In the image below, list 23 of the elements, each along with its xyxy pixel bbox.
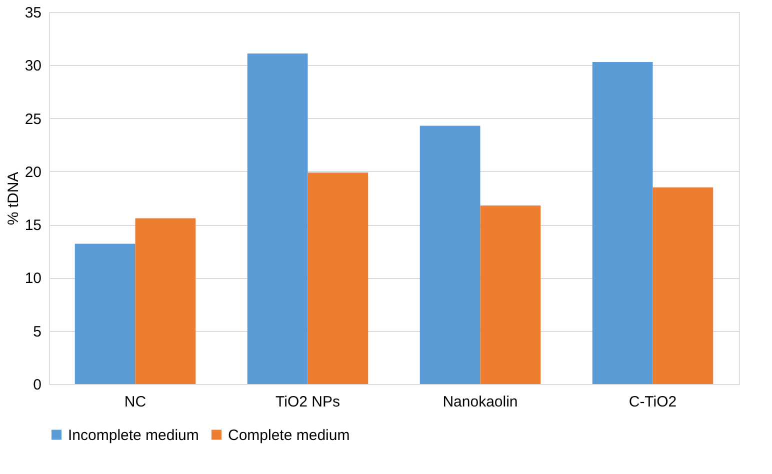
- x-tick-label: TiO2 NPs: [276, 394, 340, 410]
- y-tick-label: 5: [33, 323, 42, 340]
- y-tick-label: 0: [33, 376, 42, 394]
- bar: [480, 205, 541, 384]
- bar: [652, 187, 714, 384]
- legend-label: Complete medium: [228, 426, 350, 444]
- bar: [592, 62, 653, 384]
- y-tick-label: 25: [24, 110, 42, 128]
- y-tick-label: 10: [24, 270, 42, 288]
- bar: [308, 172, 368, 384]
- bar: [74, 244, 136, 384]
- y-tick-label: 35: [24, 4, 42, 22]
- x-tick-label: NC: [124, 394, 146, 410]
- x-tick-label: C-TiO2: [628, 394, 677, 410]
- bar: [420, 126, 480, 384]
- bar: [247, 53, 308, 384]
- y-tick-label: 15: [24, 217, 42, 234]
- y-axis-title: % tDNA: [4, 172, 22, 226]
- x-tick-label: Nanokaolin: [442, 394, 518, 410]
- y-tick-label: 30: [24, 58, 42, 75]
- legend-label: Incomplete medium: [68, 426, 199, 444]
- bar: [135, 218, 196, 384]
- y-tick-label: 20: [24, 164, 42, 181]
